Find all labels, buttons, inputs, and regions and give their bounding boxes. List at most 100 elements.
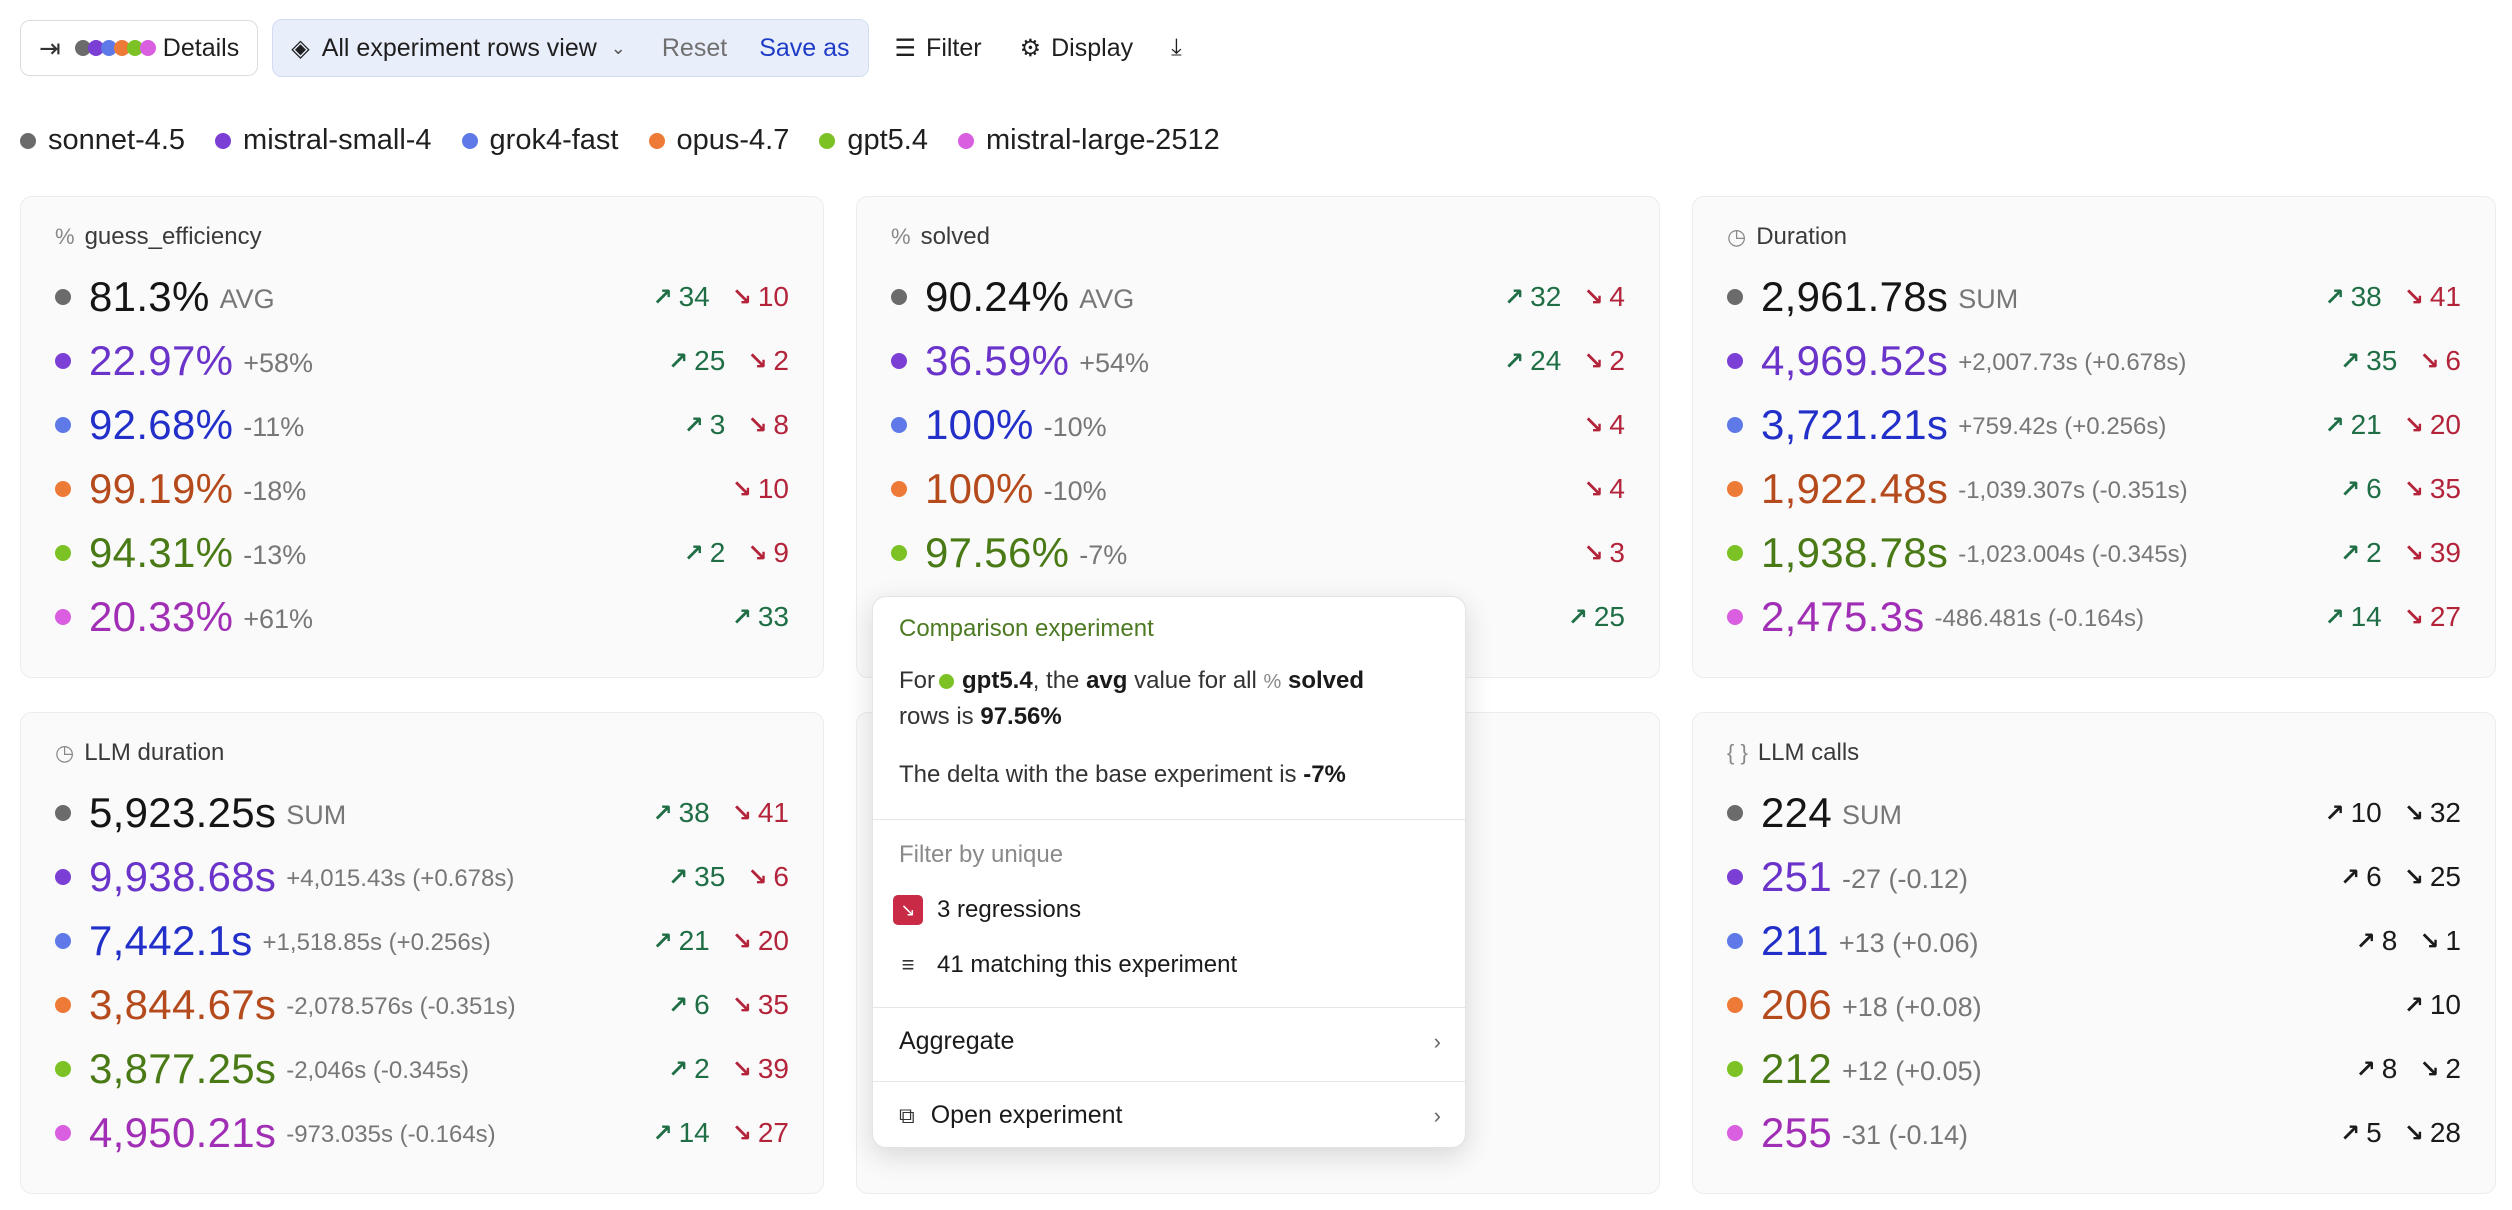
legend-item[interactable]: sonnet-4.5 [20,124,185,157]
metric-row[interactable]: 212 +12 (+0.05) ↗ 8 ↘ 2 [1727,1037,2461,1101]
regressions-count[interactable]: ↘ 4 [1583,473,1625,505]
improvements-count[interactable]: ↗ 10 [2404,989,2461,1021]
metric-row[interactable]: 100% -10% ↘ 4 [891,393,1625,457]
legend-item[interactable]: mistral-small-4 [215,124,432,157]
filter-button[interactable]: ☰ Filter [883,20,994,76]
regressions-count[interactable]: ↘ 1 [2419,925,2461,957]
metric-row[interactable]: 4,950.21s -973.035s (-0.164s) ↗ 14 ↘ 27 [55,1101,789,1165]
download-button[interactable]: ⤓ [1159,20,1204,76]
regressions-count[interactable]: ↘ 27 [2404,601,2461,633]
improvements-count[interactable]: ↗ 25 [668,345,725,377]
improvements-count[interactable]: ↗ 21 [2324,409,2381,441]
view-selector[interactable]: All experiment rows view [321,33,597,62]
improvements-count[interactable]: ↗ 35 [668,861,725,893]
metric-row[interactable]: 100% -10% ↘ 4 [891,457,1625,521]
metric-row[interactable]: 94.31% -13% ↗ 2 ↘ 9 [55,521,789,585]
improvements-count[interactable]: ↗ 2 [668,1053,710,1085]
open-experiment-menu-item[interactable]: ⧉ Open experiment › [899,1101,1441,1130]
legend-item[interactable]: mistral-large-2512 [958,124,1220,157]
metric-row[interactable]: 99.19% -18% ↘ 10 [55,457,789,521]
metric-row[interactable]: 90.24% AVG ↗ 32 ↘ 4 [891,265,1625,329]
improvements-count[interactable]: ↗ 3 [684,409,726,441]
improvements-count[interactable]: ↗ 24 [1504,345,1561,377]
regressions-count[interactable]: ↘ 20 [732,925,789,957]
regressions-count[interactable]: ↘ 2 [2419,1053,2461,1085]
legend-item[interactable]: grok4-fast [461,124,619,157]
aggregate-menu-item[interactable]: Aggregate › [899,1027,1441,1056]
metric-row[interactable]: 81.3% AVG ↗ 34 ↘ 10 [55,265,789,329]
improvements-count[interactable]: ↗ 14 [2324,601,2381,633]
regressions-count[interactable]: ↘ 10 [732,473,789,505]
regressions-count[interactable]: ↘ 4 [1583,281,1625,313]
metric-row[interactable]: 3,877.25s -2,046s (-0.345s) ↗ 2 ↘ 39 [55,1037,789,1101]
improvements-count[interactable]: ↗ 33 [732,601,789,633]
legend-item[interactable]: opus-4.7 [648,124,789,157]
regressions-count[interactable]: ↘ 39 [2404,537,2461,569]
improvements-count[interactable]: ↗ 25 [1568,601,1625,633]
regressions-count[interactable]: ↘ 20 [2404,409,2461,441]
regressions-count[interactable]: ↘ 27 [732,1117,789,1149]
regressions-count[interactable]: ↘ 6 [2419,345,2461,377]
metric-row[interactable]: 36.59% +54% ↗ 24 ↘ 2 [891,329,1625,393]
improvements-count[interactable]: ↗ 8 [2356,1053,2398,1085]
metric-row[interactable]: 7,442.1s +1,518.85s (+0.256s) ↗ 21 ↘ 20 [55,909,789,973]
improvements-count[interactable]: ↗ 38 [2324,281,2381,313]
improvements-count[interactable]: ↗ 10 [2324,797,2381,829]
regressions-count[interactable]: ↘ 9 [747,537,789,569]
metric-row[interactable]: 22.97% +58% ↗ 25 ↘ 2 [55,329,789,393]
regressions-count[interactable]: ↘ 41 [2404,281,2461,313]
regressions-count[interactable]: ↘ 35 [2404,473,2461,505]
metric-row[interactable]: 20.33% +61% ↗ 33 [55,585,789,649]
improvements-count[interactable]: ↗ 6 [2340,473,2382,505]
improvements-count[interactable]: ↗ 14 [652,1117,709,1149]
metric-row[interactable]: 211 +13 (+0.06) ↗ 8 ↘ 1 [1727,909,2461,973]
improvements-count[interactable]: ↗ 32 [1504,281,1561,313]
regressions-count[interactable]: ↘ 2 [1583,345,1625,377]
regressions-count[interactable]: ↘ 41 [732,797,789,829]
regressions-count[interactable]: ↘ 6 [747,861,789,893]
metric-row[interactable]: 4,969.52s +2,007.73s (+0.678s) ↗ 35 ↘ 6 [1727,329,2461,393]
metric-row[interactable]: 5,923.25s SUM ↗ 38 ↘ 41 [55,781,789,845]
matching-filter[interactable]: ≡ 41 matching this experiment [893,951,1238,979]
legend-item[interactable]: gpt5.4 [819,124,928,157]
improvements-count[interactable]: ↗ 8 [2356,925,2398,957]
regressions-count[interactable]: ↘ 28 [2404,1117,2461,1149]
improvements-count[interactable]: ↗ 2 [684,537,726,569]
metric-row[interactable]: 224 SUM ↗ 10 ↘ 32 [1727,781,2461,845]
improvements-count[interactable]: ↗ 34 [652,281,709,313]
improvements-count[interactable]: ↗ 6 [2340,861,2382,893]
metric-row[interactable]: 1,938.78s -1,023.004s (-0.345s) ↗ 2 ↘ 39 [1727,521,2461,585]
regressions-count[interactable]: ↘ 32 [2404,797,2461,829]
metric-row[interactable]: 9,938.68s +4,015.43s (+0.678s) ↗ 35 ↘ 6 [55,845,789,909]
regressions-count[interactable]: ↘ 8 [747,409,789,441]
metric-row[interactable]: 92.68% -11% ↗ 3 ↘ 8 [55,393,789,457]
regressions-filter[interactable]: ↘ 3 regressions [893,895,1081,925]
regressions-count[interactable]: ↘ 25 [2404,861,2461,893]
metric-row[interactable]: 251 -27 (-0.12) ↗ 6 ↘ 25 [1727,845,2461,909]
regressions-count[interactable]: ↘ 39 [732,1053,789,1085]
metric-row[interactable]: 2,961.78s SUM ↗ 38 ↘ 41 [1727,265,2461,329]
metric-row[interactable]: 2,475.3s -486.481s (-0.164s) ↗ 14 ↘ 27 [1727,585,2461,649]
regressions-count[interactable]: ↘ 2 [747,345,789,377]
metric-row[interactable]: 255 -31 (-0.14) ↗ 5 ↘ 28 [1727,1101,2461,1165]
regressions-count[interactable]: ↘ 35 [732,989,789,1021]
chevron-down-icon[interactable]: ⌄ [610,37,626,58]
improvements-count[interactable]: ↗ 5 [2340,1117,2382,1149]
metric-row[interactable]: 3,844.67s -2,078.576s (-0.351s) ↗ 6 ↘ 35 [55,973,789,1037]
display-button[interactable]: ⚙ Display [1008,20,1146,76]
metric-row[interactable]: 206 +18 (+0.08) ↗ 10 [1727,973,2461,1037]
metric-row[interactable]: 97.56% -7% ↘ 3 [891,521,1625,585]
regressions-count[interactable]: ↘ 10 [732,281,789,313]
improvements-count[interactable]: ↗ 2 [2340,537,2382,569]
save-as-button[interactable]: Save as [759,33,850,62]
improvements-count[interactable]: ↗ 21 [652,925,709,957]
improvements-count[interactable]: ↗ 6 [668,989,710,1021]
metric-row[interactable]: 1,922.48s -1,039.307s (-0.351s) ↗ 6 ↘ 35 [1727,457,2461,521]
metric-row[interactable]: 3,721.21s +759.42s (+0.256s) ↗ 21 ↘ 20 [1727,393,2461,457]
details-button[interactable]: ⇥ Details [20,20,259,76]
improvements-count[interactable]: ↗ 38 [652,797,709,829]
metric-row[interactable]: ↗ 25 [891,585,1625,649]
improvements-count[interactable]: ↗ 35 [2340,345,2397,377]
regressions-count[interactable]: ↘ 4 [1583,409,1625,441]
regressions-count[interactable]: ↘ 3 [1583,537,1625,569]
